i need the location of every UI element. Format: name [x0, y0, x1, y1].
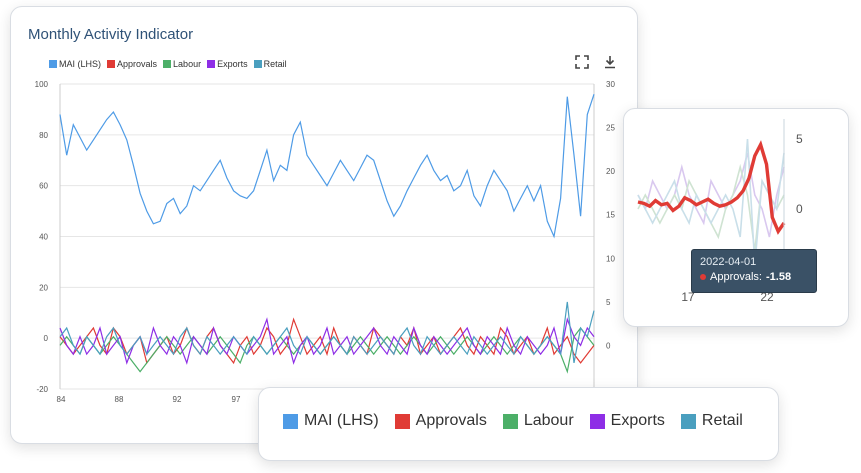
tooltip-dot — [700, 274, 706, 280]
legend-swatch — [49, 60, 57, 68]
x-tick-label: 84 — [57, 395, 66, 404]
zoom-x-tick-label: 17 — [681, 290, 695, 304]
legend-item-approvals[interactable]: Approvals — [107, 59, 157, 69]
x-tick-label: 88 — [115, 395, 124, 404]
legend-swatch — [394, 413, 410, 429]
legend-swatch — [163, 60, 172, 68]
legend-large-approvals[interactable]: Approvals — [394, 412, 487, 430]
legend-swatch — [253, 60, 262, 68]
tooltip: 2022-04-01 Approvals: -1.58 — [691, 249, 817, 293]
y-right-tick-label: 15 — [606, 211, 615, 220]
zoom-y-tick-label: 5 — [796, 132, 803, 146]
series-line-retail — [59, 301, 595, 364]
legend-large-labour[interactable]: Labour — [502, 412, 574, 430]
zoom-approvals-line — [637, 140, 786, 235]
legend-swatch — [107, 60, 116, 68]
legend-swatch — [680, 413, 696, 429]
tooltip-date: 2022-04-01 — [700, 256, 757, 268]
zoom-y-tick-label: 0 — [796, 202, 803, 216]
y-right-tick-label: 25 — [606, 124, 615, 133]
legend-swatch — [589, 413, 605, 429]
legend-item-mai[interactable]: MAI (LHS) — [49, 59, 101, 69]
y-left-tick-label: 20 — [39, 283, 48, 292]
y-right-tick-label: 20 — [606, 167, 615, 176]
legend-large-exports[interactable]: Exports — [589, 412, 665, 430]
x-tick-label: 92 — [173, 395, 182, 404]
y-right-tick-label: 5 — [606, 298, 611, 307]
y-left-tick-label: 100 — [35, 80, 49, 89]
legend-small: MAI (LHS) Approvals Labour Exports Retai… — [49, 59, 287, 69]
series-line-labour — [59, 327, 595, 374]
zoom-x-tick-label: 22 — [760, 290, 774, 304]
series-line-approvals — [59, 317, 595, 365]
chart-toolbar — [575, 55, 617, 69]
legend-large: MAI (LHS) Approvals Labour Exports Retai… — [283, 412, 743, 430]
tooltip-label: Approvals: — [710, 271, 762, 283]
fullscreen-icon[interactable] — [575, 55, 589, 69]
y-left-tick-label: 40 — [39, 233, 48, 242]
legend-swatch — [283, 413, 298, 429]
y-right-tick-label: 0 — [606, 341, 611, 350]
legend-large-retail[interactable]: Retail — [680, 412, 743, 430]
y-left-tick-label: 0 — [44, 334, 49, 343]
x-tick-label: 97 — [232, 395, 241, 404]
series-line-exports — [59, 317, 595, 365]
legend-item-retail[interactable]: Retail — [253, 59, 287, 69]
download-icon[interactable] — [603, 55, 617, 69]
y-left-tick-label: 80 — [39, 131, 48, 140]
zoom-plot: 5 0 17 22 — [637, 119, 803, 304]
y-left-tick-label: -20 — [36, 385, 48, 394]
series-line-mai-lhs- — [59, 94, 595, 239]
zoom-inset-card: 5 0 17 22 — [623, 108, 849, 327]
y-right-tick-label: 30 — [606, 80, 615, 89]
y-left-tick-label: 60 — [39, 182, 48, 191]
y-right-tick-label: 10 — [606, 254, 615, 263]
chart-card: Monthly Activity Indicator MAI (LHS) App… — [10, 6, 638, 444]
legend-item-exports[interactable]: Exports — [207, 59, 248, 69]
legend-item-labour[interactable]: Labour — [163, 59, 201, 69]
legend-swatch — [502, 413, 518, 429]
legend-swatch — [207, 60, 216, 68]
legend-card: MAI (LHS) Approvals Labour Exports Retai… — [258, 387, 779, 461]
tooltip-row: Approvals: -1.58 — [700, 271, 808, 283]
legend-large-mai[interactable]: MAI (LHS) — [283, 412, 379, 430]
chart-title: Monthly Activity Indicator — [28, 26, 194, 43]
tooltip-value: -1.58 — [765, 271, 792, 283]
